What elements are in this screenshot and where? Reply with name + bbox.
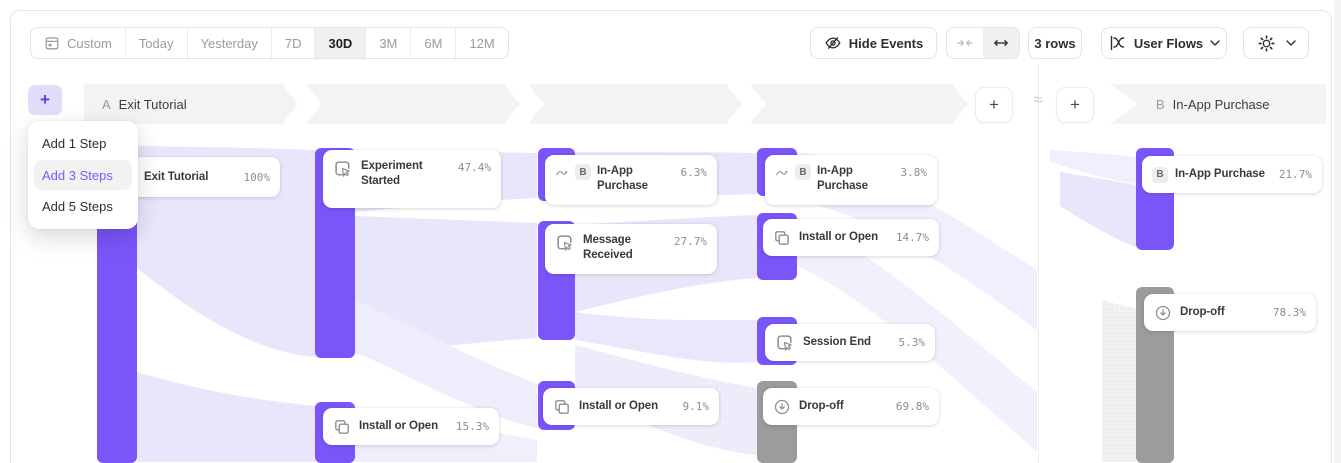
chart-type-label: User Flows: [1133, 35, 1204, 51]
flow-node-exit-tutorial[interactable]: Exit Tutorial 100%: [118, 157, 280, 197]
flow-node-drop-off-69[interactable]: Drop-off 69.8%: [763, 388, 939, 425]
add-step-menu: Add 1 Step Add 3 Steps Add 5 Steps: [28, 121, 138, 229]
menu-item-add-5-steps[interactable]: Add 5 Steps: [42, 199, 113, 214]
expand-icon: [993, 35, 1009, 51]
hide-events-button[interactable]: Hide Events: [810, 27, 937, 59]
right-gutter: [1334, 0, 1341, 463]
eye-off-icon: [824, 34, 842, 52]
click-event-icon: [555, 233, 575, 253]
date-range-custom[interactable]: Custom: [31, 28, 126, 58]
flow-node-experiment-started[interactable]: Experiment Started 47.4%: [323, 150, 501, 208]
chevron-down-icon: [1210, 40, 1220, 46]
menu-item-add-1-step[interactable]: Add 1 Step: [42, 136, 107, 151]
drop-off-icon: [773, 398, 791, 416]
expand-columns-button[interactable]: [983, 28, 1019, 58]
panel-divider: [1038, 64, 1039, 463]
drop-off-icon: [1154, 304, 1172, 322]
date-range-today[interactable]: Today: [126, 28, 188, 58]
date-range-3m[interactable]: 3M: [366, 28, 412, 58]
flow-node-install-or-open-14[interactable]: Install or Open 14.7%: [763, 219, 939, 256]
date-range-12m[interactable]: 12M: [469, 35, 495, 51]
rows-count-label: 3 rows: [1034, 35, 1076, 51]
step-a-band-2[interactable]: [306, 84, 520, 124]
step-b-badge: B: [575, 164, 591, 180]
flow-break-icon: ≈: [1033, 90, 1043, 109]
step-a-label: Exit Tutorial: [118, 96, 187, 112]
rows-count-button[interactable]: 3 rows: [1028, 27, 1082, 59]
chevron-down-icon: [1285, 40, 1296, 46]
collapse-columns-button[interactable]: [947, 28, 983, 58]
window-icon: [553, 398, 571, 416]
settings-dropdown-button[interactable]: [1243, 27, 1309, 59]
flow-node-session-end[interactable]: Session End 5.3%: [765, 324, 935, 361]
step-b-letter: B: [1156, 96, 1165, 112]
flow-node-in-app-purchase-3[interactable]: B In-App Purchase 3.8%: [765, 155, 937, 205]
flow-node-drop-off-78[interactable]: Drop-off 78.3%: [1144, 294, 1316, 331]
flow-node-install-or-open-9[interactable]: Install or Open 9.1%: [543, 388, 719, 425]
add-step-button[interactable]: +: [28, 85, 62, 115]
step-b-label: In-App Purchase: [1172, 96, 1270, 112]
step-a-band-1[interactable]: A Exit Tutorial: [84, 84, 298, 124]
flow-node-in-app-purchase-21[interactable]: B In-App Purchase 21.7%: [1142, 156, 1322, 193]
flow-node-message-received[interactable]: Message Received 27.7%: [545, 224, 717, 274]
collapse-icon: [957, 35, 973, 51]
flow-node-install-or-open-15[interactable]: Install or Open 15.3%: [323, 408, 499, 445]
step-b-badge: B: [795, 164, 811, 180]
date-range-label: Custom: [67, 35, 112, 51]
date-range-7d[interactable]: 7D: [272, 28, 316, 58]
click-event-icon: [775, 333, 795, 353]
flow-node-in-app-purchase-6[interactable]: B In-App Purchase 6.3%: [545, 155, 717, 205]
step-a-band-4[interactable]: [750, 84, 968, 124]
date-range-yesterday[interactable]: Yesterday: [188, 28, 272, 58]
add-column-b-button[interactable]: +: [1056, 87, 1094, 123]
step-b-band[interactable]: B In-App Purchase: [1110, 84, 1326, 124]
skip-arrow-icon: [775, 166, 789, 178]
spacing-toggle-group: [946, 27, 1020, 59]
date-range-group: Custom Today Yesterday 7D 30D 3M 6M 12M: [30, 27, 509, 59]
menu-item-add-3-steps[interactable]: Add 3 Steps: [34, 160, 132, 190]
date-range-30d-selected[interactable]: 30D: [315, 28, 367, 58]
step-a-band-3[interactable]: [528, 84, 742, 124]
skip-arrow-icon: [555, 166, 569, 178]
step-b-badge: B: [1152, 166, 1168, 183]
window-icon: [773, 229, 791, 247]
user-flows-icon: [1108, 34, 1127, 52]
click-event-icon: [333, 159, 353, 179]
chart-type-dropdown[interactable]: User Flows: [1101, 27, 1227, 59]
add-column-a-button[interactable]: +: [975, 87, 1013, 123]
window-icon: [333, 418, 351, 436]
hide-events-label: Hide Events: [848, 35, 924, 51]
calendar-icon: [44, 35, 60, 51]
date-range-6m[interactable]: 6M: [411, 28, 457, 58]
gear-icon: [1257, 34, 1276, 53]
step-a-letter: A: [102, 96, 111, 112]
